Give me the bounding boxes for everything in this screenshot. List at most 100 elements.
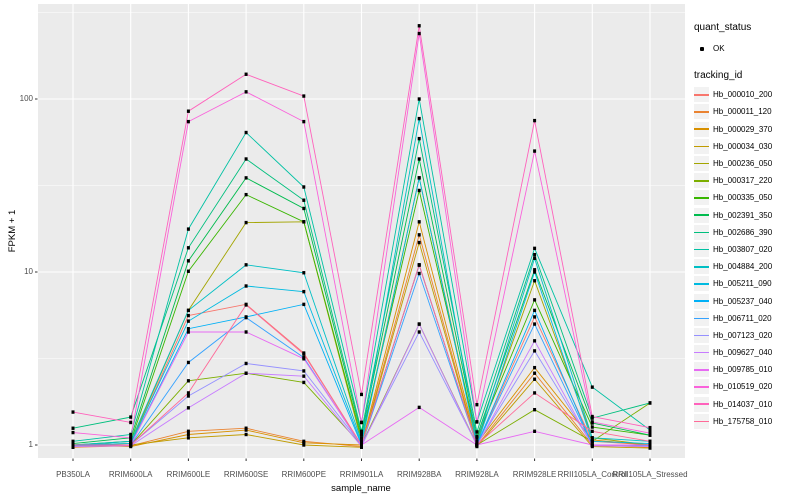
data-point[interactable] — [302, 302, 306, 307]
data-point[interactable] — [186, 429, 190, 434]
legend-item-Hb_007123_020[interactable]: Hb_007123_020 — [694, 327, 800, 344]
data-point[interactable] — [244, 72, 248, 76]
data-point[interactable] — [302, 380, 306, 385]
data-point[interactable] — [302, 94, 306, 98]
data-point[interactable] — [533, 407, 537, 412]
legend-item-Hb_000034_030[interactable]: Hb_000034_030 — [694, 138, 800, 155]
data-point[interactable] — [417, 330, 421, 334]
data-point[interactable] — [590, 385, 594, 389]
data-point[interactable] — [360, 420, 363, 425]
data-point[interactable] — [129, 436, 133, 440]
data-point[interactable] — [417, 271, 421, 276]
data-point[interactable] — [360, 392, 363, 397]
data-point[interactable] — [533, 252, 537, 257]
data-point[interactable] — [475, 402, 479, 407]
data-point[interactable] — [302, 119, 306, 124]
data-point[interactable] — [475, 430, 479, 434]
data-point[interactable] — [590, 439, 594, 444]
data-point[interactable] — [302, 185, 306, 189]
data-point[interactable] — [302, 374, 306, 378]
data-point[interactable] — [417, 31, 421, 36]
data-point[interactable] — [417, 136, 421, 141]
data-point[interactable] — [475, 434, 479, 439]
data-point[interactable] — [533, 349, 537, 353]
legend-item-Hb_002391_350[interactable]: Hb_002391_350 — [694, 207, 800, 224]
legend-item-Hb_003807_020[interactable]: Hb_003807_020 — [694, 241, 800, 258]
data-point[interactable] — [417, 116, 421, 121]
data-point[interactable] — [186, 327, 190, 331]
data-point[interactable] — [417, 322, 421, 326]
data-point[interactable] — [244, 303, 248, 307]
data-point[interactable] — [648, 433, 652, 437]
legend-item-Hb_002686_390[interactable]: Hb_002686_390 — [694, 224, 800, 241]
legend-item-Hb_000010_200[interactable]: Hb_000010_200 — [694, 86, 800, 103]
data-point[interactable] — [417, 405, 421, 410]
data-point[interactable] — [186, 308, 190, 313]
data-point[interactable] — [302, 271, 306, 275]
data-point[interactable] — [533, 339, 537, 343]
legend-item-quant-status-ok[interactable]: OK — [694, 40, 800, 57]
data-point[interactable] — [244, 263, 248, 267]
data-point[interactable] — [244, 315, 248, 320]
data-point[interactable] — [417, 240, 421, 245]
data-point[interactable] — [590, 429, 594, 434]
data-point[interactable] — [533, 246, 537, 251]
data-point[interactable] — [244, 90, 248, 94]
data-point[interactable] — [71, 430, 75, 435]
data-point[interactable] — [590, 425, 594, 429]
data-point[interactable] — [186, 269, 190, 273]
legend-item-Hb_005237_040[interactable]: Hb_005237_040 — [694, 292, 800, 309]
legend-item-Hb_000029_370[interactable]: Hb_000029_370 — [694, 121, 800, 138]
data-point[interactable] — [302, 289, 306, 294]
data-point[interactable] — [244, 130, 248, 135]
data-point[interactable] — [244, 284, 248, 288]
data-point[interactable] — [244, 157, 248, 161]
data-point[interactable] — [648, 425, 652, 430]
data-point[interactable] — [186, 227, 190, 231]
legend-item-Hb_006711_020[interactable]: Hb_006711_020 — [694, 310, 800, 327]
legend-item-Hb_000317_220[interactable]: Hb_000317_220 — [694, 172, 800, 189]
data-point[interactable] — [590, 420, 594, 424]
data-point[interactable] — [475, 420, 479, 424]
data-point[interactable] — [186, 319, 190, 323]
legend-item-Hb_004884_200[interactable]: Hb_004884_200 — [694, 258, 800, 275]
data-point[interactable] — [533, 149, 537, 153]
legend-item-Hb_009785_010[interactable]: Hb_009785_010 — [694, 361, 800, 378]
data-point[interactable] — [129, 443, 133, 447]
data-point[interactable] — [417, 97, 421, 101]
data-point[interactable] — [360, 439, 363, 444]
data-point[interactable] — [186, 119, 190, 124]
data-point[interactable] — [244, 330, 248, 334]
data-point[interactable] — [533, 429, 537, 434]
data-point[interactable] — [533, 391, 537, 395]
data-point[interactable] — [186, 330, 190, 334]
data-point[interactable] — [129, 432, 133, 437]
data-point[interactable] — [533, 371, 537, 375]
data-point[interactable] — [302, 198, 306, 202]
data-point[interactable] — [244, 192, 248, 197]
legend-item-Hb_175758_010[interactable]: Hb_175758_010 — [694, 413, 800, 430]
data-point[interactable] — [302, 352, 306, 356]
data-point[interactable] — [302, 357, 306, 361]
data-point[interactable] — [533, 268, 537, 272]
data-point[interactable] — [417, 233, 421, 237]
data-point[interactable] — [244, 361, 248, 366]
data-point[interactable] — [533, 322, 537, 326]
data-point[interactable] — [648, 401, 652, 405]
data-point[interactable] — [71, 410, 75, 414]
data-point[interactable] — [533, 315, 537, 319]
data-point[interactable] — [71, 439, 75, 444]
data-point[interactable] — [360, 436, 363, 440]
legend-item-Hb_010519_020[interactable]: Hb_010519_020 — [694, 378, 800, 395]
data-point[interactable] — [186, 360, 190, 365]
data-point[interactable] — [129, 415, 133, 419]
data-point[interactable] — [417, 220, 421, 224]
data-point[interactable] — [244, 176, 248, 180]
data-point[interactable] — [71, 443, 75, 447]
data-point[interactable] — [186, 379, 190, 383]
data-point[interactable] — [244, 371, 248, 375]
data-point[interactable] — [533, 308, 537, 313]
data-point[interactable] — [475, 439, 479, 444]
data-point[interactable] — [186, 436, 190, 440]
data-point[interactable] — [244, 426, 248, 430]
